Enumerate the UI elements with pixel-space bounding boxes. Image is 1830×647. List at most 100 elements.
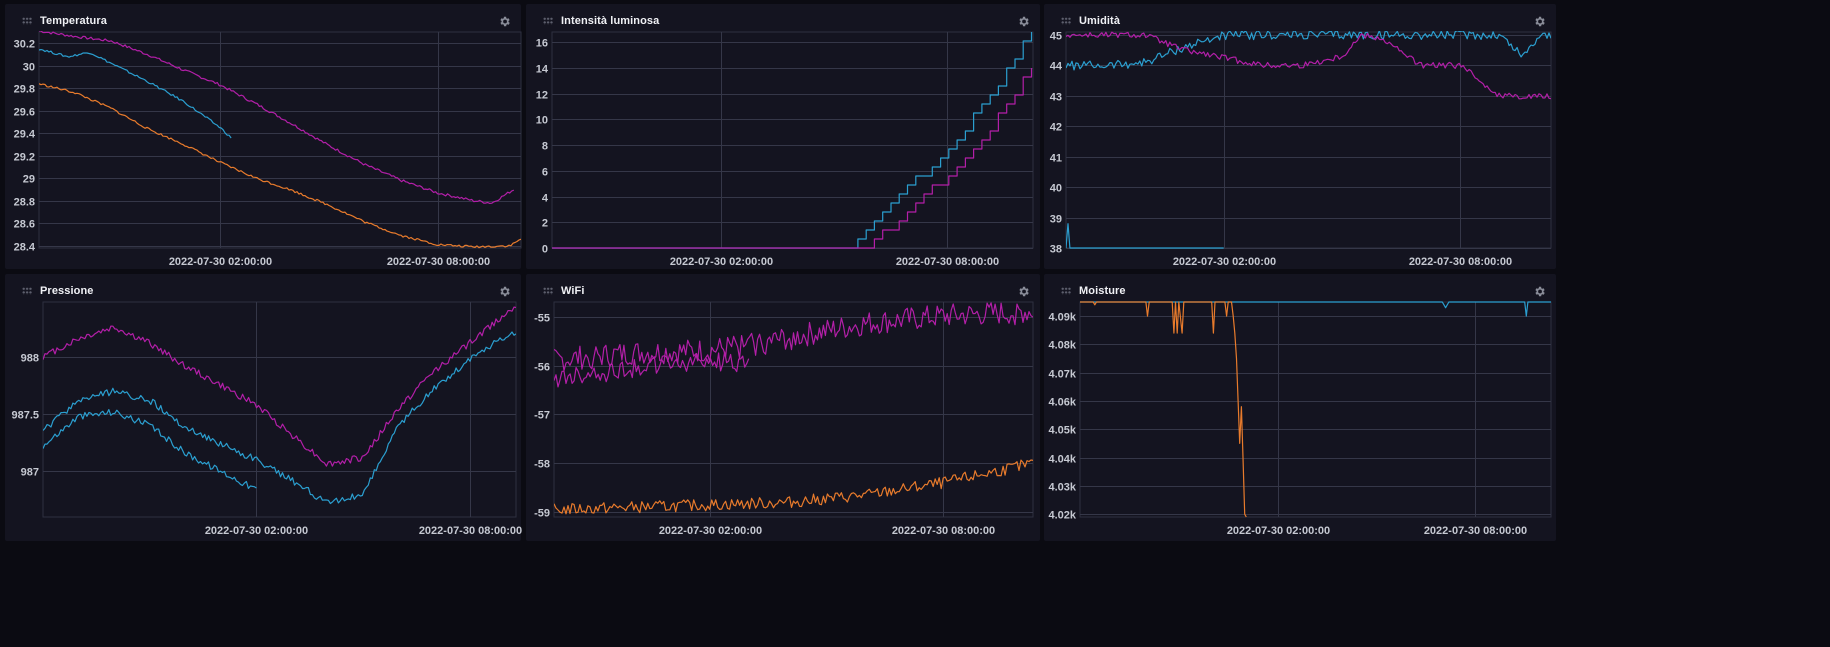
plot-frame: [38, 31, 522, 249]
cell-header: Moisture: [1044, 274, 1556, 304]
y-tick-label: 28.4: [14, 242, 36, 254]
y-tick-label: 45: [1050, 31, 1062, 43]
series-group: [43, 306, 516, 505]
chart-plot: 45 44 43 42 41 40 39 38 2022-07-30 02:00:00 2022-…: [1050, 31, 1552, 268]
x-tick-label: 2022-07-30 08:00:00: [387, 256, 490, 268]
y-tick-label: 4.02k: [1048, 510, 1076, 522]
cell-header: Umidità: [1044, 4, 1556, 34]
cell-temperatura: Temperatura 30.2 30 29.8 29.6 29.4 29.2 29 28.8…: [5, 4, 522, 269]
cell-moisture: Moisture 4.09k 4.08k 4.07k 4.06k 4.05k 4.04k 4…: [1044, 274, 1556, 541]
gear-icon[interactable]: [1017, 285, 1030, 298]
x-tick-label: 2022-07-30 08:00:00: [892, 525, 995, 537]
y-tick-label: 4.04k: [1048, 454, 1076, 466]
y-tick-label: 30.2: [14, 39, 35, 51]
cell-wifi: WiFi -55 -56 -57 -58 -59 2022-07-30 02:00:00 2…: [526, 274, 1040, 541]
cell-intensita-luminosa: Intensità luminosa 16 14 12 10 8 6 4 2 0 2022-07-…: [526, 4, 1040, 269]
series-line: [552, 68, 1033, 249]
series-group: [552, 32, 1033, 249]
series-line: [43, 331, 516, 505]
plot-frame: [42, 301, 517, 518]
series-line: [554, 351, 750, 388]
y-tick-label: 4.08k: [1048, 340, 1076, 352]
y-tick-label: 8: [542, 141, 548, 153]
x-tick-label: 2022-07-30 08:00:00: [419, 525, 522, 537]
cell-title: Moisture: [1079, 285, 1126, 297]
series-line: [39, 49, 232, 139]
series-line: [39, 83, 521, 249]
y-tick-label: 29.2: [14, 152, 35, 164]
gear-icon[interactable]: [1533, 15, 1546, 28]
y-tick-label: 30: [23, 62, 35, 74]
y-tick-label: 29.8: [14, 84, 35, 96]
chart-plot: -55 -56 -57 -58 -59 2022-07-30 02:00:00 2022-0…: [534, 301, 1034, 537]
y-tick-label: 43: [1050, 92, 1062, 104]
y-tick-label: 39: [1050, 214, 1062, 226]
x-tick-label: 2022-07-30 02:00:00: [659, 525, 762, 537]
y-tick-label: -55: [534, 313, 550, 325]
y-tick-label: 28.6: [14, 219, 35, 231]
chart-plot: 988 987.5 987 2022-07-30 02:00:00 2022-07-30…: [11, 301, 522, 537]
gear-icon[interactable]: [1017, 15, 1030, 28]
series-line: [554, 459, 1033, 515]
y-tick-label: 4.09k: [1048, 312, 1076, 324]
y-tick-label: 987: [21, 467, 39, 479]
chart-plot: 30.2 30 29.8 29.6 29.4 29.2 29 28.8 28.6 28.4 2022…: [14, 31, 522, 268]
y-tick-label: 4.03k: [1048, 482, 1076, 494]
gear-icon[interactable]: [498, 285, 511, 298]
x-tick-label: 2022-07-30 08:00:00: [1424, 525, 1527, 537]
y-tick-label: 29.6: [14, 107, 35, 119]
y-tick-label: 0: [542, 244, 548, 256]
gear-icon[interactable]: [1533, 285, 1546, 298]
drag-handle-icon[interactable]: [543, 17, 553, 25]
drag-handle-icon[interactable]: [22, 287, 32, 295]
y-tick-label: 987.5: [11, 410, 39, 422]
series-line: [1080, 301, 1551, 317]
series-line: [43, 409, 257, 489]
series-line: [554, 302, 1033, 372]
drag-handle-icon[interactable]: [22, 17, 32, 25]
cell-header: WiFi: [526, 274, 1040, 304]
series-line: [1066, 31, 1551, 71]
drag-handle-icon[interactable]: [543, 287, 553, 295]
cell-title: Pressione: [40, 285, 94, 297]
y-tick-label: 4.07k: [1048, 369, 1076, 381]
chart-plot: 4.09k 4.08k 4.07k 4.06k 4.05k 4.04k 4.03k 4.02k…: [1048, 301, 1552, 537]
series-group: [1080, 301, 1551, 518]
y-tick-label: 42: [1050, 122, 1062, 134]
series-group: [1066, 31, 1551, 249]
y-tick-label: 38: [1050, 244, 1062, 256]
y-tick-label: -57: [534, 410, 550, 422]
y-tick-label: 16: [536, 38, 548, 50]
cell-title: Intensità luminosa: [561, 15, 660, 27]
series-group: [554, 302, 1033, 515]
drag-handle-icon[interactable]: [1061, 17, 1071, 25]
cell-header: Intensità luminosa: [526, 4, 1040, 34]
cell-title: WiFi: [561, 285, 585, 297]
series-line: [39, 31, 515, 204]
y-tick-label: 41: [1050, 153, 1062, 165]
y-tick-label: -58: [534, 459, 550, 471]
y-tick-label: 40: [1050, 183, 1062, 195]
gear-icon[interactable]: [498, 15, 511, 28]
x-tick-label: 2022-07-30 02:00:00: [205, 525, 308, 537]
y-tick-label: 4.06k: [1048, 397, 1076, 409]
y-tick-label: -56: [534, 362, 550, 374]
series-group: [39, 31, 521, 249]
drag-handle-icon[interactable]: [1061, 287, 1071, 295]
cell-title: Temperatura: [40, 15, 107, 27]
series-line: [1066, 223, 1224, 249]
chart-plot: 16 14 12 10 8 6 4 2 0 2022-07-30 02:00:00 2022-07-…: [536, 31, 1034, 268]
series-line: [43, 306, 516, 467]
plot-frame: [553, 301, 1034, 518]
y-tick-label: 10: [536, 115, 548, 127]
y-tick-label: 6: [542, 167, 548, 179]
y-tick-label: 14: [536, 64, 549, 76]
x-tick-label: 2022-07-30 02:00:00: [670, 256, 773, 268]
x-tick-label: 2022-07-30 02:00:00: [1173, 256, 1276, 268]
y-tick-label: 44: [1050, 61, 1063, 73]
y-tick-label: 29.4: [14, 129, 36, 141]
cell-header: Pressione: [5, 274, 521, 304]
x-tick-label: 2022-07-30 02:00:00: [1227, 525, 1330, 537]
cell-title: Umidità: [1079, 15, 1121, 27]
